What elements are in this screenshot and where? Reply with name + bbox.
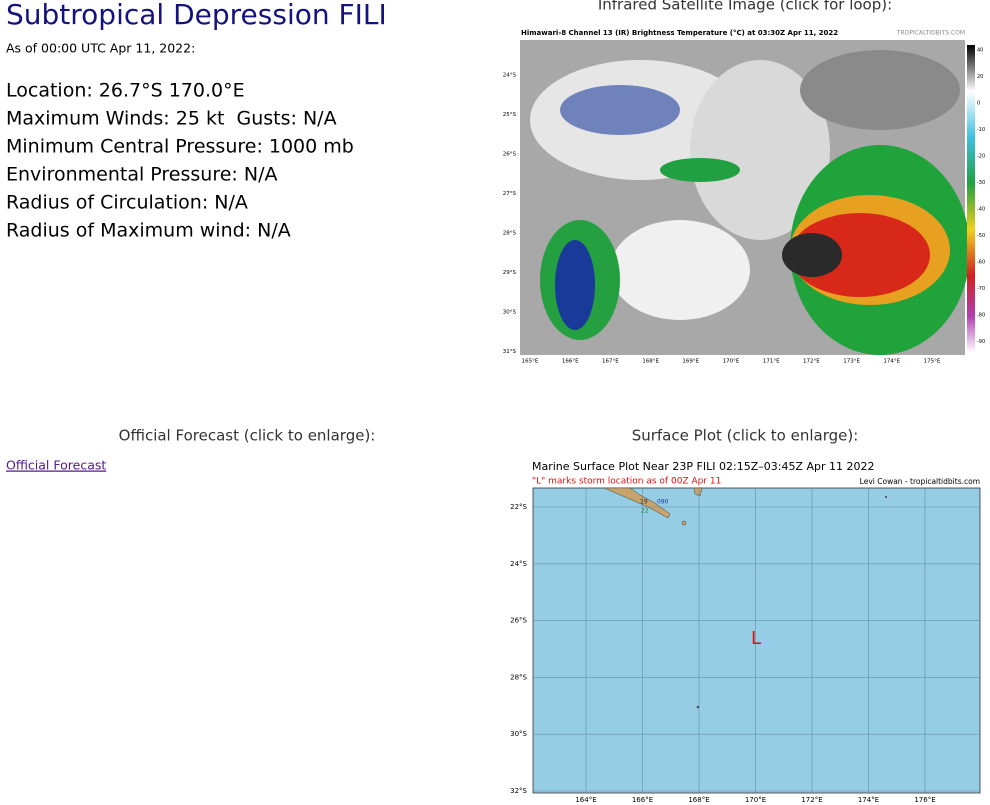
sat-lat-label: 30°S xyxy=(503,310,517,316)
colorbar-label: 40 xyxy=(977,48,983,54)
colorbar-label: 0 xyxy=(977,101,980,107)
station-label: 090 xyxy=(657,499,669,506)
storm-marker: L xyxy=(751,628,761,649)
convection xyxy=(555,240,595,330)
surface-heading: Surface Plot (click to enlarge): xyxy=(632,427,859,445)
convection xyxy=(560,85,680,135)
sat-lat-label: 26°S xyxy=(503,152,517,158)
storm-detail: Radius of Circulation: N/A xyxy=(6,192,248,214)
lon-label: 166°E xyxy=(632,796,653,804)
surface-title: Marine Surface Plot Near 23P FILI 02:15Z… xyxy=(532,460,874,473)
colorbar-label: -50 xyxy=(977,233,985,239)
storm-detail: Environmental Pressure: N/A xyxy=(6,164,277,186)
colorbar-label: -10 xyxy=(977,127,985,133)
forecast-link[interactable]: Official Forecast xyxy=(6,458,106,473)
land xyxy=(603,487,671,519)
cloud xyxy=(610,220,750,320)
satellite-heading: Infrared Satellite Image (click for loop… xyxy=(598,0,892,14)
sat-lon-label: 172°E xyxy=(803,359,820,365)
surface-subtitle: "L" marks storm location as of 00Z Apr 1… xyxy=(532,477,721,487)
sat-lat-label: 27°S xyxy=(503,191,517,197)
storm-detail: Location: 26.7°S 170.0°E xyxy=(6,80,245,102)
colorbar-label: -60 xyxy=(977,260,985,266)
colorbar-label: -40 xyxy=(977,207,985,213)
sat-lon-label: 165°E xyxy=(522,359,539,365)
lat-label: 28°S xyxy=(510,673,527,681)
as-of: As of 00:00 UTC Apr 11, 2022: xyxy=(6,41,195,56)
colorbar-label: -90 xyxy=(977,339,985,345)
station-label: 19 xyxy=(640,499,648,506)
sat-lon-label: 173°E xyxy=(843,359,860,365)
island xyxy=(885,496,887,498)
sat-lon-label: 167°E xyxy=(602,359,619,365)
sat-lon-label: 170°E xyxy=(723,359,740,365)
lat-label: 22°S xyxy=(510,503,527,511)
ocean xyxy=(532,487,981,794)
colorbar xyxy=(967,45,975,353)
sat-image-title: Himawari-8 Channel 13 (IR) Brightness Te… xyxy=(521,29,838,37)
lat-label: 24°S xyxy=(510,560,527,568)
convection xyxy=(782,233,842,277)
lon-label: 168°E xyxy=(688,796,709,804)
forecast-heading: Official Forecast (click to enlarge): xyxy=(119,427,376,445)
convection xyxy=(660,158,740,182)
sat-credit: TROPICALTIDBITS.COM xyxy=(896,30,965,37)
sat-lon-label: 174°E xyxy=(883,359,900,365)
sat-lon-label: 175°E xyxy=(924,359,941,365)
lat-label: 26°S xyxy=(510,617,527,625)
cloud xyxy=(690,60,830,240)
surface-plot-image[interactable]: 22°S 24°S 26°S 28°S 30°S 32°S 164°E 166°E 168°E 1… xyxy=(510,460,981,804)
satellite-image[interactable]: Himawari-8 Channel 13 (IR) Brightness Te… xyxy=(503,28,985,365)
storm-detail: Minimum Central Pressure: 1000 mb xyxy=(6,136,354,158)
lon-label: 164°E xyxy=(575,796,596,804)
colorbar-label: -20 xyxy=(977,154,985,160)
sat-lat-label: 24°S xyxy=(503,73,517,79)
sat-lon-label: 166°E xyxy=(562,359,579,365)
sat-lon-label: 169°E xyxy=(682,359,699,365)
colorbar-label: -30 xyxy=(977,180,985,186)
colorbar-label: -70 xyxy=(977,286,985,292)
sat-lat-label: 28°S xyxy=(503,231,517,237)
cloud xyxy=(800,50,960,130)
storm-detail: Maximum Winds: 25 kt Gusts: N/A xyxy=(6,108,337,130)
convection xyxy=(790,213,930,297)
lat-label: 32°S xyxy=(510,787,527,795)
lat-label: 30°S xyxy=(510,730,527,738)
lon-label: 174°E xyxy=(858,796,879,804)
sat-lat-label: 29°S xyxy=(503,270,517,276)
land xyxy=(693,487,703,497)
lon-label: 176°E xyxy=(914,796,935,804)
colorbar-label: 20 xyxy=(977,74,983,80)
station-label: 22 xyxy=(641,508,649,515)
island xyxy=(696,705,700,709)
storm-title: Subtropical Depression FILI xyxy=(6,0,387,31)
sat-lon-label: 168°E xyxy=(642,359,659,365)
lon-label: 172°E xyxy=(801,796,822,804)
surface-credit: Levi Cowan - tropicaltidbits.com xyxy=(860,477,980,486)
sat-lon-label: 171°E xyxy=(763,359,780,365)
lon-label: 170°E xyxy=(745,796,766,804)
island xyxy=(681,520,687,526)
storm-detail: Radius of Maximum wind: N/A xyxy=(6,220,291,242)
colorbar-label: -80 xyxy=(977,313,985,319)
sat-lat-label: 31°S xyxy=(503,349,517,355)
sat-lat-label: 25°S xyxy=(503,112,517,118)
